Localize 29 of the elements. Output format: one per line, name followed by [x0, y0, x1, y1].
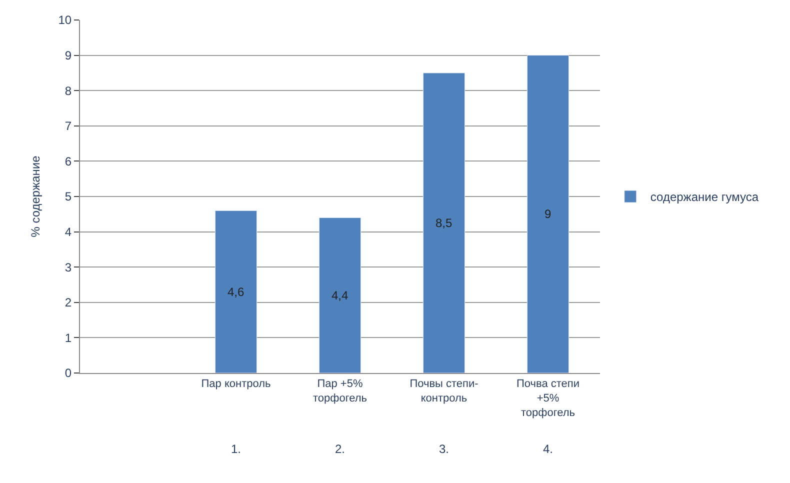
x-tick-label: Пар контроль — [201, 378, 272, 390]
bar — [214, 210, 258, 373]
data-label: 4,6 — [227, 284, 245, 299]
x-tick-label: Почвы степи-контроль — [410, 378, 479, 404]
data-label: 4,4 — [331, 288, 349, 302]
bar — [526, 55, 570, 373]
y-axis-title: % содержание — [28, 155, 43, 238]
bar — [422, 72, 466, 373]
y-tick-label: 1 — [64, 330, 72, 345]
y-tick-label: 5 — [64, 190, 72, 204]
y-tick-label: 4 — [64, 225, 72, 239]
y-tick-label: 3 — [64, 260, 72, 274]
y-tick-label: 2 — [64, 296, 72, 310]
data-label: 8,5 — [435, 216, 453, 230]
y-tick-label: 8 — [64, 84, 72, 98]
text: 4. — [543, 442, 554, 456]
bar — [318, 217, 362, 373]
y-tick-label: 9 — [64, 48, 72, 62]
text: 2. — [335, 442, 346, 456]
legend-label: содержание гумуса — [650, 190, 759, 204]
text: 3. — [439, 442, 450, 456]
y-tick-label: 10 — [58, 13, 72, 28]
y-tick-label: 6 — [64, 154, 72, 168]
x-tick-label: Почва степи +5% торфогель — [516, 378, 580, 419]
y-tick-label: 0 — [64, 366, 72, 380]
text: 1. — [231, 442, 242, 456]
data-label: 9 — [544, 207, 552, 222]
y-tick-label: 7 — [64, 119, 72, 134]
x-tick-label: Пар +5% торфогель — [313, 378, 368, 404]
